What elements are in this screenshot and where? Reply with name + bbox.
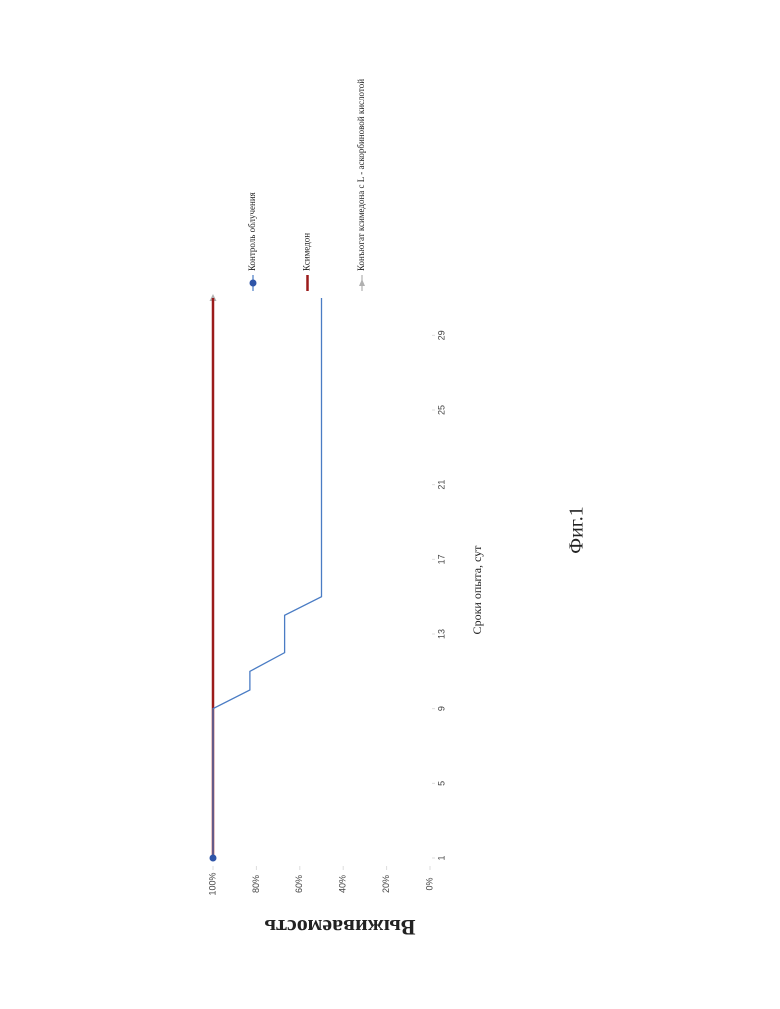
page: Выживаемость Сроки опыта, сут Фиг.1 0% 20…: [0, 0, 780, 1009]
y-tick-label: 60%: [294, 875, 304, 893]
y-tick-label: 20%: [381, 875, 391, 893]
point-marker: [210, 855, 217, 862]
legend-label: Контроль облучения: [247, 192, 257, 271]
legend-marker: [359, 279, 365, 286]
y-tick-label: 40%: [338, 875, 348, 893]
y-axis-title: Выживаемость: [264, 915, 415, 940]
legend-label: Ксимедон: [302, 233, 312, 271]
x-tick-label: 17: [436, 554, 446, 564]
x-tick-label: 13: [436, 629, 446, 639]
chart: Выживаемость Сроки опыта, сут Фиг.1 0% 20…: [0, 0, 780, 1009]
y-tick-label: 0%: [424, 877, 434, 890]
legend-marker: [250, 280, 257, 287]
x-tick-label: 9: [436, 706, 446, 711]
x-axis-title: Сроки опыта, сут: [470, 545, 484, 635]
x-tick-label: 1: [436, 855, 446, 860]
legend-label: Конъюгат ксимедона с L - аскорбиновой ки…: [356, 79, 366, 271]
x-tick-label: 29: [436, 330, 446, 340]
figure-caption: Фиг.1: [566, 506, 588, 553]
x-tick-label: 25: [436, 405, 446, 415]
series-line: [213, 298, 322, 858]
x-tick-label: 21: [436, 480, 446, 490]
x-tick-label: 5: [436, 781, 446, 786]
y-tick-label: 100%: [207, 872, 217, 895]
y-tick-label: 80%: [251, 875, 261, 893]
